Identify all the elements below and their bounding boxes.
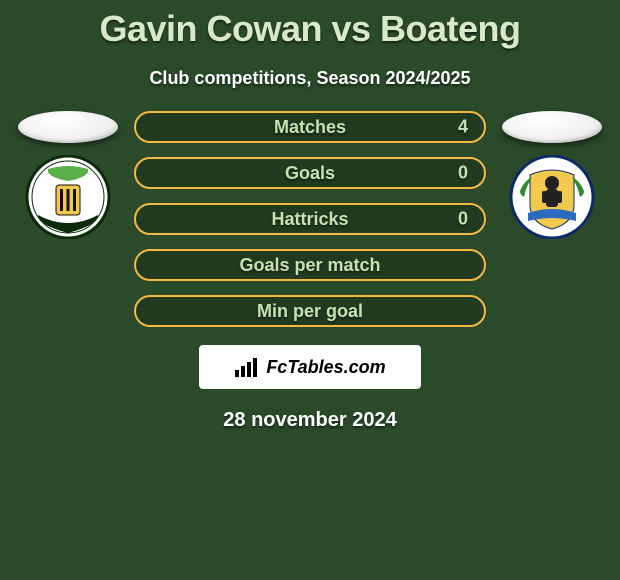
comparison-row: Matches 4 Goals 0 Hattricks 0 Goals per … xyxy=(0,111,620,327)
left-player-column xyxy=(8,111,128,327)
stat-label: Hattricks xyxy=(271,209,348,230)
fctables-badge: FcTables.com xyxy=(199,345,421,389)
stat-pill-goals: Goals 0 xyxy=(134,157,486,189)
left-club-crest xyxy=(18,155,118,239)
date-text: 28 november 2024 xyxy=(0,409,620,432)
right-player-column xyxy=(492,111,612,327)
stat-value: 0 xyxy=(458,209,468,230)
stat-pill-hattricks: Hattricks 0 xyxy=(134,203,486,235)
stat-label: Goals per match xyxy=(239,255,380,276)
page-title: Gavin Cowan vs Boateng xyxy=(0,0,620,50)
stat-pill-min-per-goal: Min per goal xyxy=(134,295,486,327)
right-avatar-placeholder xyxy=(502,111,602,143)
stat-value: 4 xyxy=(458,117,468,138)
stat-label: Goals xyxy=(285,163,335,184)
stat-value: 0 xyxy=(458,163,468,184)
stat-label: Matches xyxy=(274,117,346,138)
stat-label: Min per goal xyxy=(257,301,363,322)
left-avatar-placeholder xyxy=(18,111,118,143)
stat-pill-matches: Matches 4 xyxy=(134,111,486,143)
right-club-crest xyxy=(502,155,602,239)
bars-icon xyxy=(234,356,260,378)
badge-text: FcTables.com xyxy=(266,357,385,378)
stat-bars: Matches 4 Goals 0 Hattricks 0 Goals per … xyxy=(128,111,492,327)
stat-pill-goals-per-match: Goals per match xyxy=(134,249,486,281)
subtitle: Club competitions, Season 2024/2025 xyxy=(0,68,620,89)
